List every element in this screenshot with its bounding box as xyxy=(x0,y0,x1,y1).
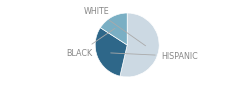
Text: HISPANIC: HISPANIC xyxy=(111,52,198,61)
Wedge shape xyxy=(95,28,127,76)
Text: WHITE: WHITE xyxy=(84,7,146,46)
Wedge shape xyxy=(120,13,159,77)
Text: BLACK: BLACK xyxy=(66,28,115,58)
Wedge shape xyxy=(100,13,127,45)
